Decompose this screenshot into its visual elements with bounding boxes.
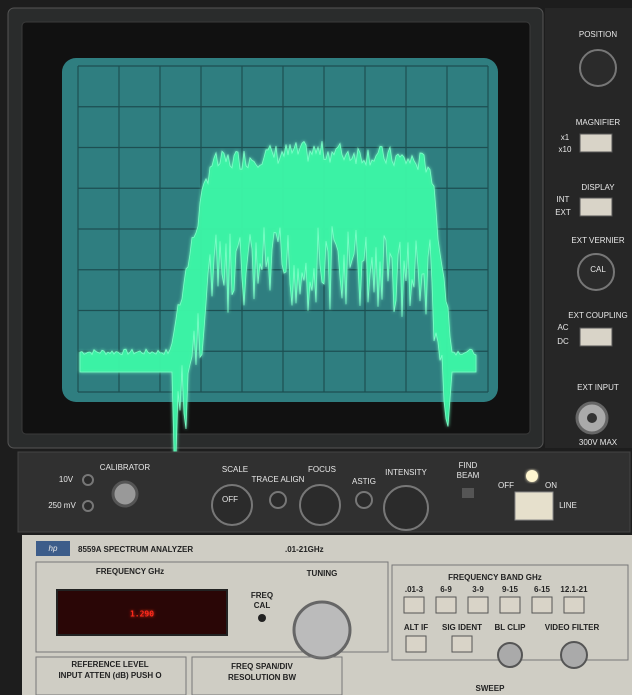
label: FREQUENCY GHz [96, 567, 164, 576]
band-label: 3-9 [472, 585, 484, 594]
label: FREQUENCY BAND GHz [448, 573, 542, 582]
label: ON [545, 481, 557, 490]
label: EXT INPUT [577, 383, 619, 392]
label: CAL [590, 265, 606, 274]
label: ALT IF [404, 623, 428, 632]
label: TRACE ALIGN [252, 475, 305, 484]
label: FREQ SPAN/DIV [231, 662, 293, 671]
focus-knob[interactable] [300, 485, 340, 525]
label: EXT COUPLING [568, 311, 627, 320]
power-lamp [526, 470, 538, 482]
band-button[interactable] [468, 597, 488, 613]
label: CAL [254, 601, 271, 610]
label: BL CLIP [495, 623, 527, 632]
label: OFF [222, 495, 238, 504]
label: INPUT ATTEN (dB) PUSH O [58, 671, 161, 680]
label: INTENSITY [385, 468, 427, 477]
label: CALIBRATOR [100, 463, 151, 472]
band-button[interactable] [436, 597, 456, 613]
bnc-center [587, 413, 597, 423]
band-button[interactable] [500, 597, 520, 613]
label: SIG IDENT [442, 623, 482, 632]
band-label: 6-15 [534, 585, 551, 594]
intensity-knob[interactable] [384, 486, 428, 530]
band-label: .01-3 [405, 585, 424, 594]
label: DISPLAY [581, 183, 615, 192]
coupling-button[interactable] [580, 328, 612, 346]
label: MAGNIFIER [576, 118, 621, 127]
freq-cal-adjust[interactable] [258, 614, 266, 622]
label: x10 [559, 145, 572, 154]
model: 8559A SPECTRUM ANALYZER [78, 545, 193, 554]
position-knob[interactable] [580, 50, 616, 86]
display-button[interactable] [580, 198, 612, 216]
trace-align-knob[interactable] [270, 492, 286, 508]
cal-switch[interactable] [83, 475, 93, 485]
band-button[interactable] [532, 597, 552, 613]
label: LINE [559, 501, 577, 510]
range: .01-21GHz [285, 545, 324, 554]
cal-switch[interactable] [83, 501, 93, 511]
label: BEAM [457, 471, 480, 480]
power-switch[interactable] [515, 492, 553, 520]
label: FIND [459, 461, 478, 470]
label: 10V [59, 475, 74, 484]
label: EXT [555, 208, 571, 217]
label: POSITION [579, 30, 617, 39]
label: TUNING [307, 569, 338, 578]
logo: hp [49, 544, 58, 553]
frequency-readout: 1.290 [130, 610, 154, 619]
label: RESOLUTION BW [228, 673, 296, 682]
band-label: 6-9 [440, 585, 452, 594]
label: VIDEO FILTER [545, 623, 600, 632]
astig-knob[interactable] [356, 492, 372, 508]
sig-ident-button[interactable] [452, 636, 472, 652]
band-button[interactable] [404, 597, 424, 613]
label: FOCUS [308, 465, 336, 474]
alt-if-button[interactable] [406, 636, 426, 652]
magnifier-button[interactable] [580, 134, 612, 152]
bl-clip-knob[interactable] [498, 643, 522, 667]
label: ASTIG [352, 477, 376, 486]
instrument-photo: POSITION MAGNIFIER x1 x10 DISPLAY INT EX… [0, 0, 632, 695]
band-label: 12.1-21 [560, 585, 588, 594]
cal-jack[interactable] [113, 482, 137, 506]
label: OFF [498, 481, 514, 490]
label: DC [557, 337, 569, 346]
label: SWEEP [476, 684, 506, 693]
label: FREQ [251, 591, 273, 600]
label: REFERENCE LEVEL [71, 660, 148, 669]
find-beam-button[interactable] [462, 488, 474, 498]
band-button[interactable] [564, 597, 584, 613]
label: AC [557, 323, 568, 332]
scale-knob[interactable] [212, 485, 252, 525]
label: EXT VERNIER [571, 236, 624, 245]
label: SCALE [222, 465, 248, 474]
video-filter-knob[interactable] [561, 642, 587, 668]
label: 300V MAX [579, 438, 618, 447]
label: x1 [561, 133, 570, 142]
band-label: 9-15 [502, 585, 519, 594]
label: INT [557, 195, 570, 204]
tuning-knob[interactable] [294, 602, 350, 658]
label: 250 mV [48, 501, 76, 510]
